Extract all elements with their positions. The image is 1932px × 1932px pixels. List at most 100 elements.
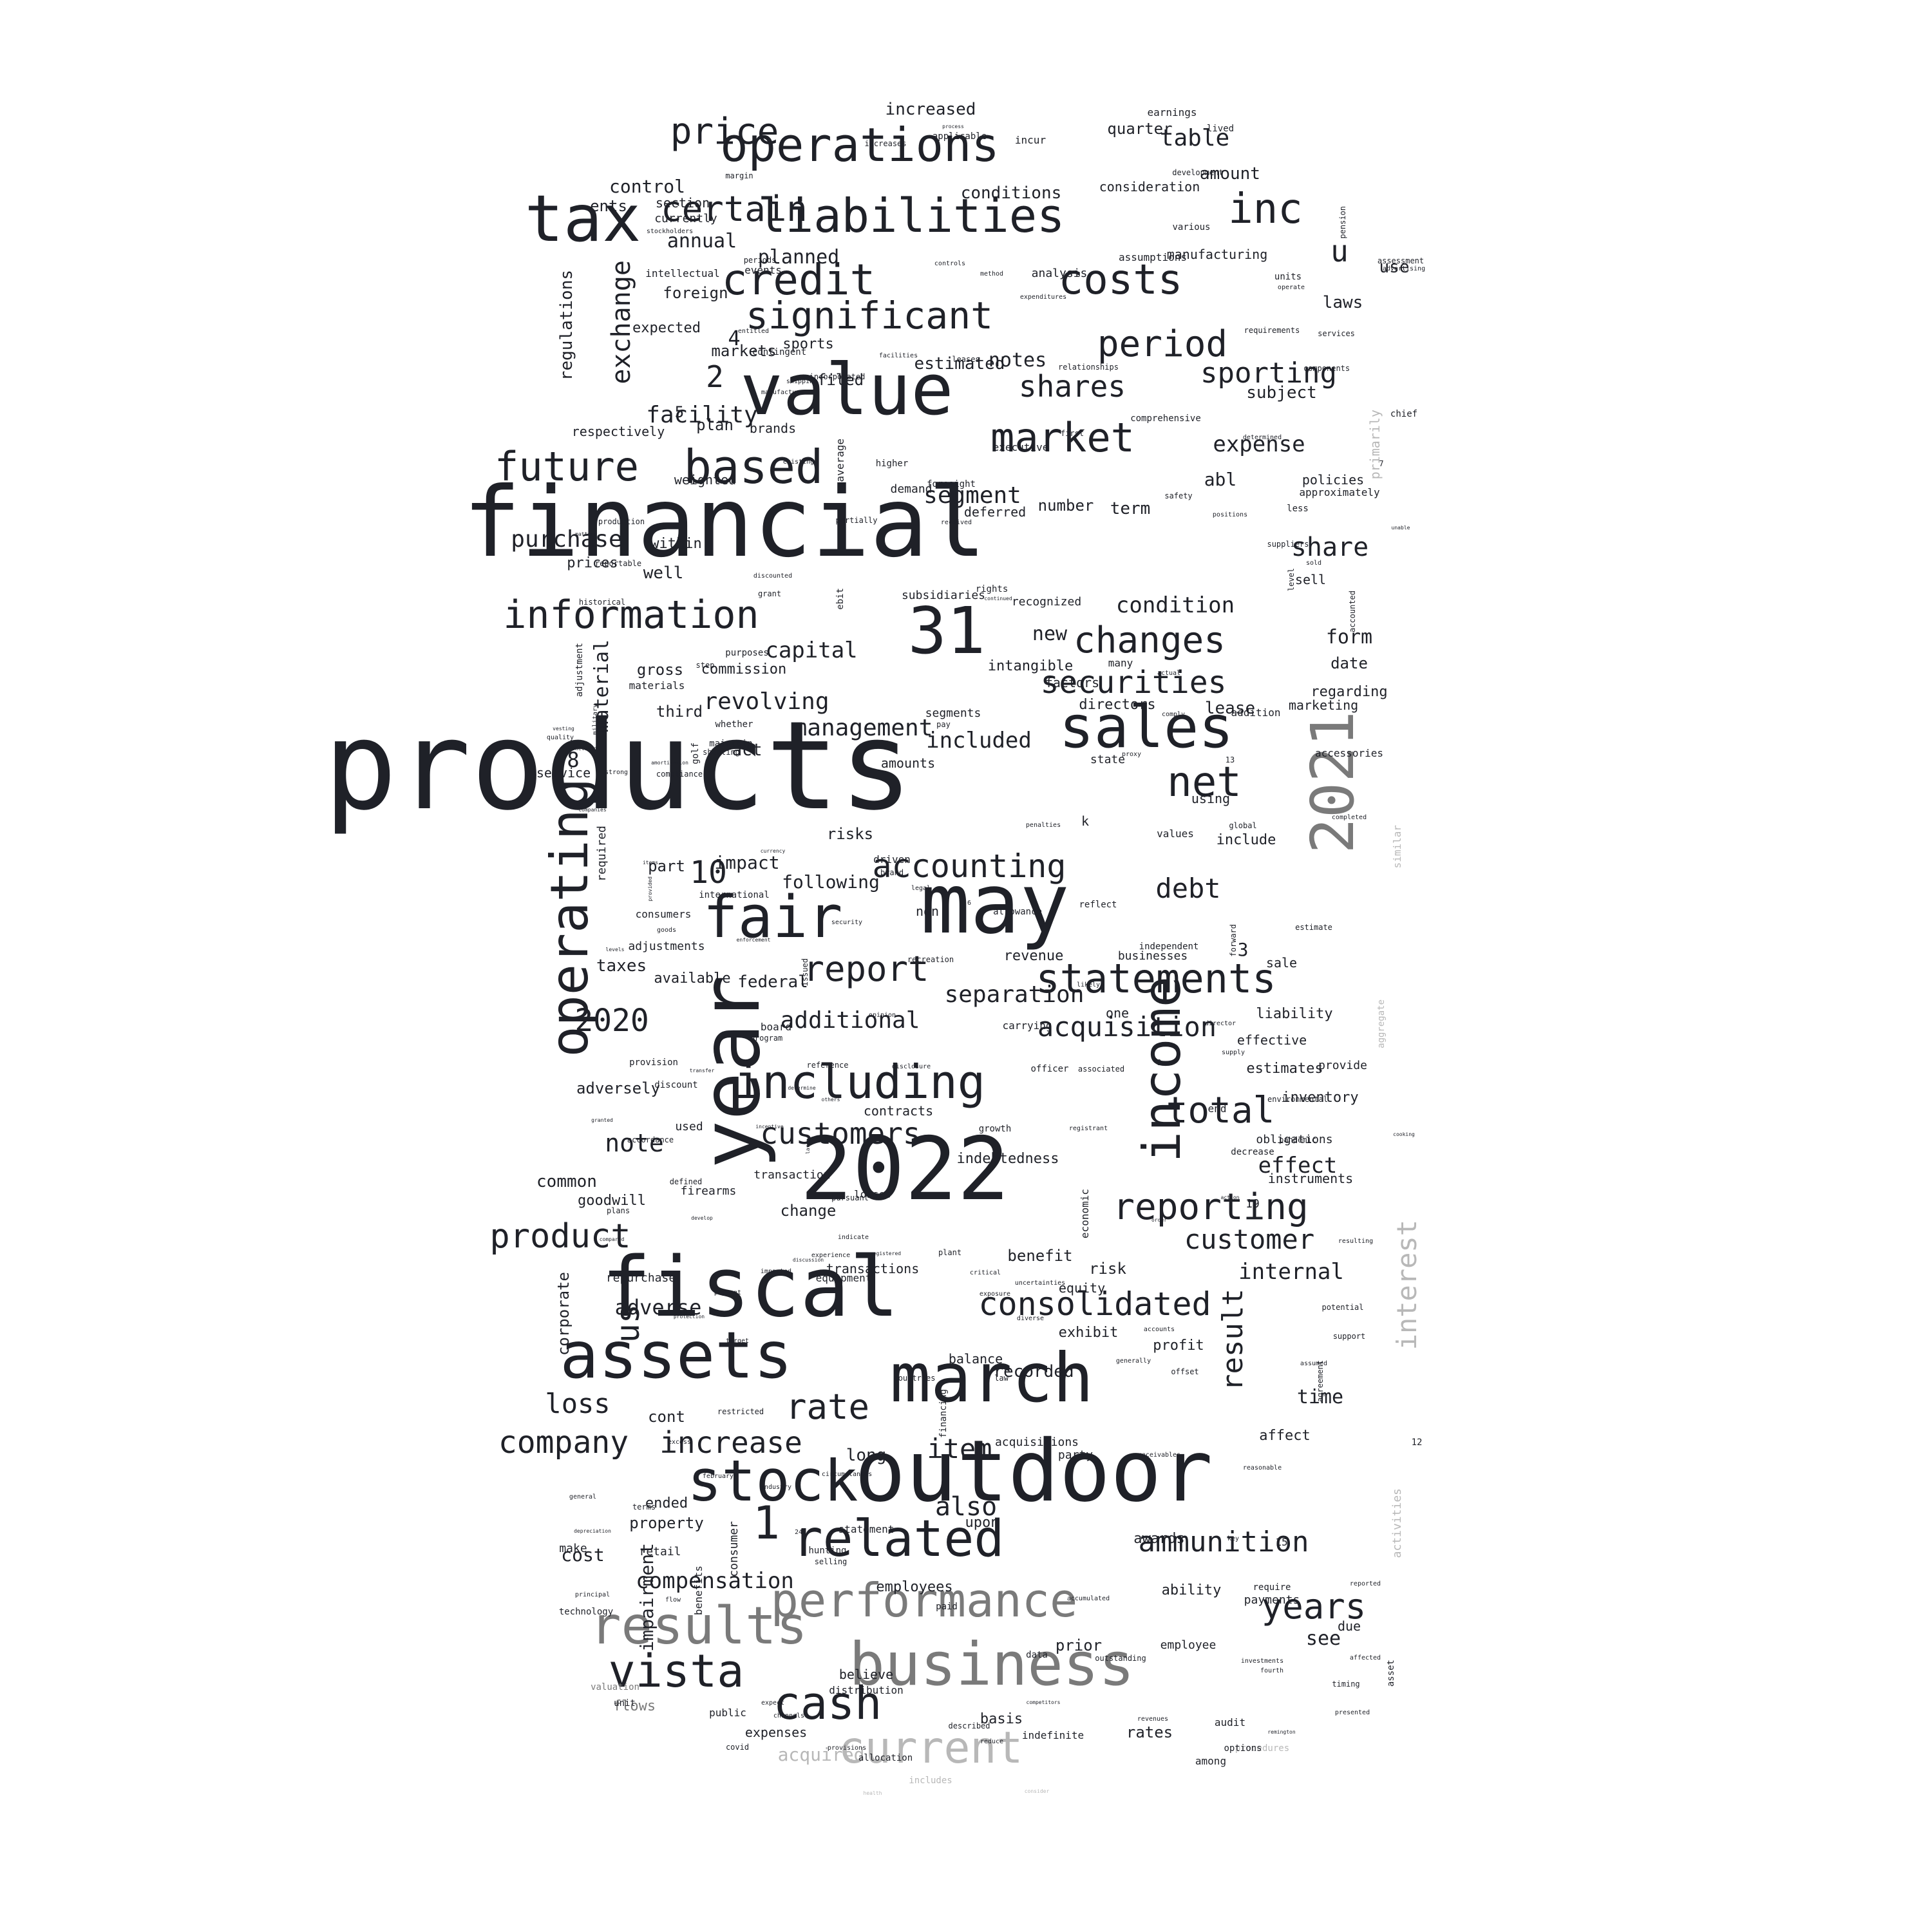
word-flow: flow	[665, 1596, 681, 1604]
word-4: 4	[728, 326, 741, 350]
word-new: new	[1032, 623, 1068, 645]
word-provide: provide	[1318, 1059, 1367, 1072]
word-independent: independent	[1139, 942, 1199, 952]
word-commission: commission	[701, 661, 787, 677]
word-8: 8	[567, 748, 580, 772]
word-acquisition: acquisition	[1037, 1011, 1217, 1043]
word-liabilities: liabilities	[757, 189, 1065, 243]
word-12: 12	[1411, 1437, 1423, 1448]
word-periods: periods	[743, 256, 777, 265]
word-earnings: earnings	[1147, 106, 1197, 118]
word-results: results	[590, 1596, 808, 1656]
word-also: also	[934, 1492, 998, 1522]
word-recreation: recreation	[907, 955, 954, 964]
word-prior: prior	[1055, 1636, 1103, 1654]
word-basis: basis	[980, 1711, 1023, 1727]
word-operate: operate	[1277, 284, 1305, 291]
word-compliance: compliance	[656, 770, 703, 779]
word-environmental: environmental	[1267, 1095, 1328, 1104]
word-within: within	[650, 536, 702, 552]
word-law: law	[994, 1374, 1009, 1383]
word-supply: supply	[1221, 1049, 1245, 1056]
word-level: level	[1287, 567, 1296, 592]
word-deferred: deferred	[963, 504, 1027, 520]
word-first: first	[1060, 429, 1084, 438]
word-inventory: inventory	[1282, 1090, 1359, 1106]
word-consumers: consumers	[635, 908, 692, 920]
word-impacted: impacted	[760, 1268, 792, 1275]
word-reduce: reduce	[980, 1738, 1004, 1745]
word-determined: determined	[1242, 434, 1282, 441]
word-respectively: respectively	[571, 424, 665, 439]
word-whether: whether	[715, 719, 753, 730]
word-balance: balance	[948, 1351, 1003, 1367]
word-foreign: foreign	[663, 284, 728, 302]
word-segments: segments	[925, 706, 981, 720]
word-equity: equity	[1058, 1280, 1106, 1296]
word-market: market	[990, 414, 1135, 461]
word-grant: grant	[757, 589, 782, 598]
word-vista: vista	[608, 1645, 744, 1698]
word-ended: ended	[645, 1495, 688, 1511]
word-protection: protection	[673, 1314, 705, 1320]
word-determine: determine	[788, 1085, 816, 1091]
word-statement: statement	[838, 1523, 895, 1535]
word-comprehensive: comprehensive	[1130, 413, 1201, 424]
word-presented: presented	[1334, 1709, 1370, 1716]
word-corporate: corporate	[554, 1271, 573, 1356]
word-development: development	[1172, 168, 1224, 177]
word-circumstances: circumstances	[821, 1471, 873, 1478]
word-incentive: incentive	[755, 1124, 784, 1130]
word-9: 9	[1157, 1058, 1162, 1067]
word-restricted: restricted	[717, 1407, 764, 1416]
word-action: action	[1220, 1195, 1240, 1200]
word-total: total	[1166, 1090, 1275, 1132]
word-step: step	[696, 661, 715, 670]
word-effect: effect	[1258, 1153, 1338, 1179]
word-2022: 2022	[800, 1118, 1010, 1220]
word-adjustments: adjustments	[628, 940, 705, 953]
word-5: 5	[674, 403, 685, 421]
word-compared: compared	[599, 1236, 625, 1242]
word-u: u	[1331, 234, 1349, 269]
word-cost: cost	[561, 1544, 605, 1566]
word-described: described	[948, 1721, 990, 1730]
word-may: may	[920, 857, 1070, 952]
word-support: support	[1332, 1332, 1366, 1341]
word-require: require	[1253, 1582, 1291, 1593]
word-discounted: discounted	[753, 573, 793, 580]
word-advertising: advertising	[1382, 265, 1426, 272]
word-use: use	[1379, 258, 1410, 277]
word-amounts: amounts	[880, 755, 936, 771]
word-discount: discount	[654, 1080, 698, 1090]
word-sold: sold	[1305, 560, 1322, 567]
word-experience: experience	[811, 1252, 851, 1259]
word-accessories: accessories	[1315, 747, 1383, 759]
word-reported: reported	[1349, 1580, 1381, 1587]
word-actual: actual	[1157, 670, 1181, 677]
word-contingent: contingent	[752, 347, 807, 357]
word-fiscal: fiscal	[601, 1240, 900, 1336]
word-non: non	[915, 904, 940, 919]
word-approximately: approximately	[1299, 486, 1380, 498]
word-addition: addition	[1231, 706, 1281, 719]
word-consideration: consideration	[1099, 179, 1200, 194]
word-discussion: discussion	[792, 1257, 824, 1263]
word-hunting: hunting	[808, 1546, 847, 1556]
word-estimates: estimates	[1246, 1061, 1323, 1077]
word-performance: performance	[770, 1573, 1078, 1627]
word-companies: companies	[578, 807, 607, 813]
word-depreciation: depreciation	[574, 1528, 611, 1534]
word-various: various	[1172, 222, 1211, 232]
word-impairment: impairment	[636, 1542, 658, 1652]
word-facilities: facilities	[878, 352, 918, 359]
word-affect: affect	[1259, 1428, 1311, 1444]
word-countries: countries	[893, 1374, 936, 1383]
word-cont: cont	[648, 1408, 685, 1426]
word-diverse: diverse	[1016, 1315, 1045, 1322]
word-existing: existing	[782, 459, 815, 466]
word-incorporated: incorporated	[809, 372, 866, 381]
word-decrease: decrease	[1231, 1147, 1274, 1157]
word-process: process	[942, 124, 964, 129]
word-required: required	[595, 825, 609, 882]
